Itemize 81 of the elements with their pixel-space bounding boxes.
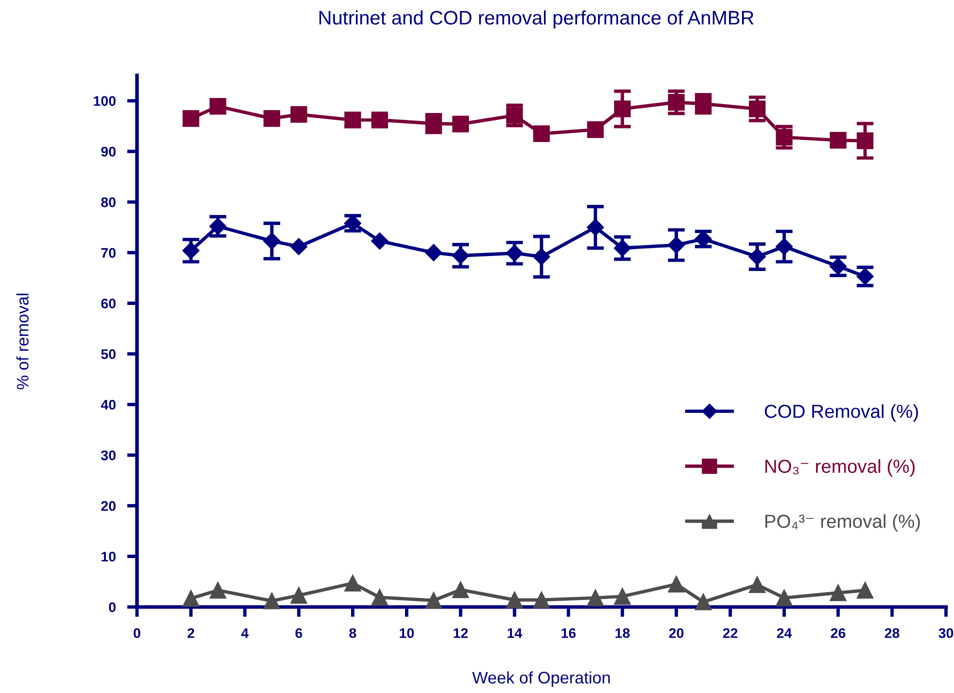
point <box>263 110 280 127</box>
point <box>586 218 604 236</box>
x-tick-label: 2 <box>188 628 194 638</box>
chart-title: Nutrinet and COD removal performance of AnMBR <box>319 10 754 28</box>
point <box>506 592 523 608</box>
point <box>776 238 793 256</box>
point <box>668 94 685 111</box>
point <box>506 107 523 124</box>
x-tick-label: 4 <box>241 628 249 638</box>
point <box>371 232 388 250</box>
point <box>668 236 685 254</box>
point <box>344 112 362 128</box>
point <box>614 588 631 605</box>
point <box>506 244 524 262</box>
point <box>587 121 604 138</box>
y-tick-label: 20 <box>101 501 116 511</box>
point <box>748 248 766 266</box>
point <box>748 576 766 594</box>
point <box>587 590 604 606</box>
point <box>668 576 685 593</box>
point <box>776 128 793 146</box>
point <box>694 594 712 610</box>
point <box>452 247 470 264</box>
y-tick-label: 40 <box>100 400 116 410</box>
x-tick-label: 14 <box>508 628 522 638</box>
y-tick-label: 10 <box>102 552 116 562</box>
x-tick-label: 24 <box>776 628 792 638</box>
x-tick-label: 16 <box>562 628 576 638</box>
point <box>533 125 550 142</box>
point <box>344 574 362 592</box>
point <box>452 116 469 132</box>
y-tick-label: 30 <box>101 450 116 460</box>
legend-label: COD Removal (%) <box>764 404 918 422</box>
y-axis-title: % of removal <box>16 294 29 390</box>
point <box>263 232 280 250</box>
x-tick-label: 18 <box>616 628 630 638</box>
x-tick-label: 0 <box>134 628 140 638</box>
point <box>533 592 550 608</box>
point <box>290 106 308 123</box>
x-tick-label: 6 <box>295 628 302 638</box>
point <box>452 581 469 598</box>
point <box>830 584 846 602</box>
point <box>371 112 388 128</box>
y-tick-label: 0 <box>108 602 116 612</box>
point <box>371 589 388 606</box>
x-tick-label: 8 <box>349 628 356 638</box>
y-tick-label: 70 <box>101 248 116 258</box>
point <box>182 242 200 260</box>
point <box>182 110 200 127</box>
point <box>856 582 874 599</box>
point <box>614 100 631 118</box>
point <box>290 587 308 604</box>
point <box>210 582 226 599</box>
x-tick-label: 20 <box>669 628 684 638</box>
point <box>182 590 200 607</box>
x-tick-label: 12 <box>454 628 468 638</box>
x-tick-label: 26 <box>830 628 846 638</box>
point <box>263 592 280 610</box>
point <box>209 218 226 235</box>
point <box>425 592 442 609</box>
point <box>776 590 793 606</box>
y-tick-label: 50 <box>101 349 116 360</box>
x-tick-label: 30 <box>938 628 954 638</box>
point <box>210 98 226 115</box>
point <box>532 248 550 266</box>
x-tick-label: 10 <box>400 628 414 638</box>
y-tick-label: 90 <box>101 146 116 157</box>
y-tick-label: 80 <box>101 197 116 208</box>
legend-label: NO₃⁻ removal (%) <box>765 459 915 477</box>
x-tick-label: 22 <box>723 628 738 638</box>
legend-label: PO₄³⁻ removal (%) <box>765 514 920 532</box>
point <box>290 238 308 256</box>
point <box>425 244 442 262</box>
point <box>748 100 766 118</box>
y-tick-label: 100 <box>94 96 116 106</box>
point <box>830 132 846 149</box>
point <box>856 132 874 150</box>
y-tick-label: 60 <box>101 298 116 308</box>
x-tick-label: 28 <box>884 628 900 638</box>
x-axis-title: Week of Operation <box>472 671 610 687</box>
point <box>614 240 631 257</box>
